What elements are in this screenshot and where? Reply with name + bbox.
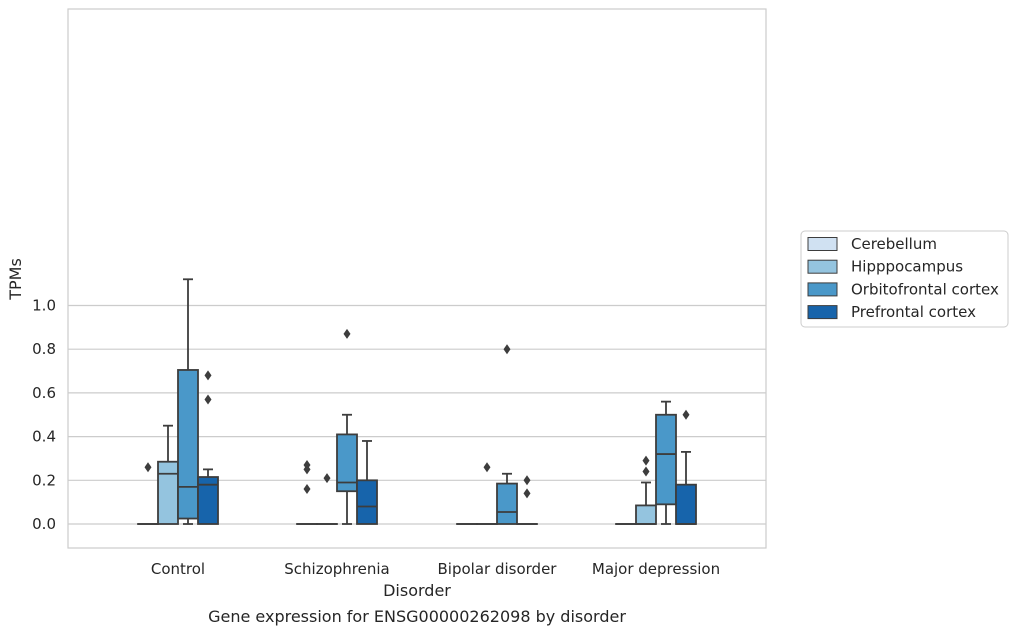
box-orbitofrontal-cortex <box>177 278 199 525</box>
chart-caption: Gene expression for ENSG00000262098 by d… <box>208 607 626 626</box>
box-hipppocampus <box>316 473 338 525</box>
box-orbitofrontal-cortex <box>496 344 518 525</box>
outlier-point <box>483 462 491 473</box>
box-body <box>336 433 358 493</box>
legend-swatch <box>807 282 838 297</box>
y-tick-label: 1.0 <box>32 297 56 315</box>
box-body <box>635 504 657 525</box>
legend-label: Prefrontal cortex <box>851 303 976 321</box>
y-tick-label: 0.8 <box>32 340 56 358</box>
outlier-point <box>503 344 511 355</box>
box-body <box>675 483 697 525</box>
legend-label: Hipppocampus <box>851 258 963 276</box>
outlier-point <box>303 484 311 495</box>
y-tick-label: 0.6 <box>32 384 56 402</box>
legend-label: Cerebellum <box>851 235 937 253</box>
box-body <box>496 482 518 525</box>
box-orbitofrontal-cortex <box>336 328 358 525</box>
y-tick-labels: 0.0 0.2 0.4 0.6 0.8 1.0 <box>32 297 56 534</box>
x-tick-label: Major depression <box>592 560 720 578</box>
outlier-point <box>343 328 351 339</box>
outlier-point <box>642 455 650 466</box>
box-body <box>197 476 219 525</box>
x-tick-label: Schizophrenia <box>284 560 389 578</box>
plot-frame <box>67 8 767 549</box>
y-tick-label: 0.0 <box>32 515 56 533</box>
y-tick-label: 0.2 <box>32 471 56 489</box>
box-hipppocampus <box>635 455 657 525</box>
box-prefrontal-cortex <box>197 370 219 525</box>
box-body <box>177 369 199 520</box>
box-cerebellum <box>137 462 159 525</box>
outlier-point <box>144 462 152 473</box>
outlier-point <box>523 488 531 499</box>
legend-swatch <box>807 305 838 320</box>
outlier-point <box>204 370 212 381</box>
outlier-point <box>303 464 311 475</box>
legend-swatch <box>807 237 838 251</box>
box-orbitofrontal-cortex <box>655 400 677 525</box>
x-tick-label: Control <box>151 560 205 578</box>
outlier-point <box>682 409 690 420</box>
box-prefrontal-cortex <box>675 409 697 525</box>
legend-label: Orbitofrontal cortex <box>851 280 999 298</box>
outlier-point <box>523 475 531 486</box>
legend: Cerebellum Hipppocampus Orbitofrontal cort… <box>800 230 1009 328</box>
box-prefrontal-cortex <box>516 475 538 525</box>
box-body <box>356 479 378 525</box>
box-body <box>655 413 677 506</box>
x-tick-label: Bipolar disorder <box>438 560 558 578</box>
box-plots <box>137 278 697 525</box>
outlier-point <box>204 394 212 405</box>
legend-frame <box>800 230 1009 328</box>
x-axis-label: Disorder <box>383 581 451 600</box>
x-tick-labels: Control Schizophrenia Bipolar disorder Majo… <box>151 560 720 578</box>
y-axis-label: TPMs <box>6 258 25 301</box>
outlier-point <box>642 466 650 477</box>
box-body <box>157 460 179 525</box>
box-cerebellum <box>296 460 318 525</box>
y-tick-label: 0.4 <box>32 428 56 446</box>
legend-swatch <box>807 259 838 274</box>
box-prefrontal-cortex <box>356 440 378 525</box>
box-hipppocampus <box>157 424 179 525</box>
outlier-point <box>323 473 331 484</box>
box-hipppocampus <box>476 462 498 525</box>
